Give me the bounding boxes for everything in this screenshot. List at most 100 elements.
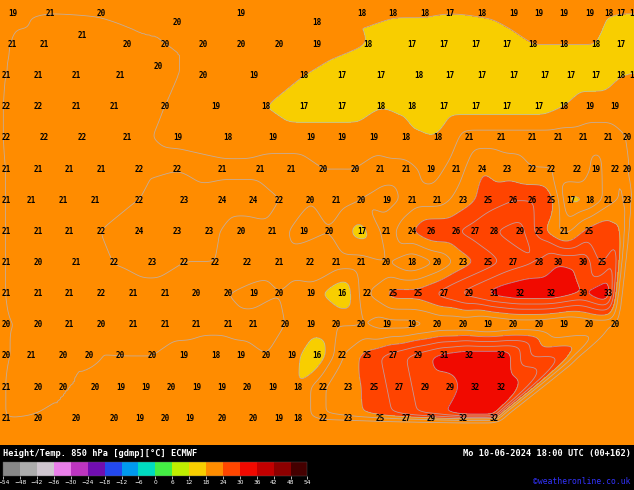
Text: 21: 21 [452, 165, 461, 173]
Text: 25: 25 [534, 227, 543, 236]
Text: 22: 22 [528, 165, 537, 173]
Text: 21: 21 [160, 320, 169, 329]
Text: 20: 20 [382, 258, 391, 267]
Text: 20: 20 [623, 133, 632, 143]
Text: 20: 20 [59, 383, 68, 392]
Text: 18: 18 [408, 258, 417, 267]
Text: 22: 22 [2, 133, 11, 143]
Text: 29: 29 [446, 383, 455, 392]
Text: 17: 17 [446, 71, 455, 80]
Text: 20: 20 [160, 414, 169, 423]
Text: 25: 25 [414, 289, 423, 298]
Text: 18: 18 [617, 71, 626, 80]
Text: 26: 26 [452, 227, 461, 236]
Text: 32: 32 [465, 351, 474, 361]
Text: 19: 19 [560, 320, 569, 329]
Text: 19: 19 [306, 289, 315, 298]
Text: 29: 29 [427, 414, 436, 423]
Text: 20: 20 [611, 320, 619, 329]
Text: 22: 22 [173, 165, 182, 173]
Text: 18: 18 [592, 40, 600, 49]
Text: 32: 32 [547, 289, 556, 298]
Text: 18: 18 [294, 383, 302, 392]
Text: ©weatheronline.co.uk: ©weatheronline.co.uk [533, 477, 631, 486]
Text: 20: 20 [192, 289, 201, 298]
Text: 19: 19 [313, 40, 321, 49]
Text: 19: 19 [141, 383, 150, 392]
Text: 27: 27 [401, 414, 410, 423]
Text: 19: 19 [268, 383, 277, 392]
Text: 20: 20 [160, 102, 169, 111]
Text: 23: 23 [205, 227, 214, 236]
Text: 19: 19 [338, 133, 347, 143]
Text: 20: 20 [34, 320, 42, 329]
Text: 21: 21 [332, 196, 340, 205]
Text: 20: 20 [319, 165, 328, 173]
Text: 24: 24 [217, 196, 226, 205]
Text: 31: 31 [439, 351, 448, 361]
Text: 28: 28 [534, 258, 543, 267]
Text: 22: 22 [211, 258, 220, 267]
Text: 18: 18 [420, 9, 429, 18]
Text: 19: 19 [300, 227, 309, 236]
Text: 20: 20 [34, 383, 42, 392]
Text: 18: 18 [560, 102, 569, 111]
Text: 19: 19 [236, 351, 245, 361]
Text: 21: 21 [2, 227, 11, 236]
Text: 19: 19 [370, 133, 378, 143]
Text: 19: 19 [249, 289, 258, 298]
Text: 21: 21 [224, 320, 233, 329]
Text: Height/Temp. 850 hPa [gdmp][°C] ECMWF: Height/Temp. 850 hPa [gdmp][°C] ECMWF [3, 449, 197, 458]
Text: 20: 20 [116, 351, 125, 361]
Text: 22: 22 [179, 258, 188, 267]
Text: 18: 18 [211, 351, 220, 361]
Text: 17: 17 [357, 227, 366, 236]
Text: 19: 19 [173, 133, 182, 143]
Text: 17: 17 [446, 9, 455, 18]
Text: 22: 22 [338, 351, 347, 361]
Text: 29: 29 [515, 227, 524, 236]
Text: 19: 19 [585, 102, 594, 111]
Text: 18: 18 [414, 71, 423, 80]
Text: 20: 20 [509, 320, 518, 329]
Text: 22: 22 [135, 165, 144, 173]
Text: 17: 17 [503, 40, 512, 49]
Text: 32: 32 [471, 383, 480, 392]
Text: 17: 17 [300, 102, 309, 111]
Text: 29: 29 [465, 289, 474, 298]
Text: 17: 17 [376, 71, 385, 80]
Text: 24: 24 [477, 165, 486, 173]
Text: 21: 21 [34, 227, 42, 236]
Text: 19: 19 [192, 383, 201, 392]
Text: 20: 20 [623, 165, 632, 173]
Text: 21: 21 [604, 196, 613, 205]
Text: 21: 21 [376, 165, 385, 173]
Text: 21: 21 [332, 258, 340, 267]
Text: 30: 30 [553, 258, 562, 267]
Text: 21: 21 [46, 9, 55, 18]
Text: 20: 20 [275, 40, 283, 49]
Text: 20: 20 [458, 320, 467, 329]
Text: 21: 21 [97, 165, 106, 173]
Text: 21: 21 [2, 258, 11, 267]
Text: 23: 23 [623, 196, 632, 205]
Text: 23: 23 [344, 383, 353, 392]
Text: 19: 19 [306, 133, 315, 143]
Text: 32: 32 [515, 289, 524, 298]
Text: 22: 22 [2, 102, 11, 111]
Text: 21: 21 [40, 40, 49, 49]
Text: 21: 21 [72, 71, 81, 80]
Text: 19: 19 [249, 71, 258, 80]
Text: 22: 22 [243, 258, 252, 267]
Text: 32: 32 [490, 414, 499, 423]
Text: 17: 17 [338, 102, 347, 111]
Text: 21: 21 [496, 133, 505, 143]
Text: 22: 22 [275, 196, 283, 205]
Text: Mo 10-06-2024 18:00 UTC (00+162): Mo 10-06-2024 18:00 UTC (00+162) [463, 449, 631, 458]
Text: 23: 23 [458, 196, 467, 205]
Text: 18: 18 [313, 18, 321, 27]
Text: 19: 19 [275, 414, 283, 423]
Text: 20: 20 [351, 165, 359, 173]
Text: 17: 17 [617, 9, 626, 18]
Text: 18: 18 [433, 133, 442, 143]
